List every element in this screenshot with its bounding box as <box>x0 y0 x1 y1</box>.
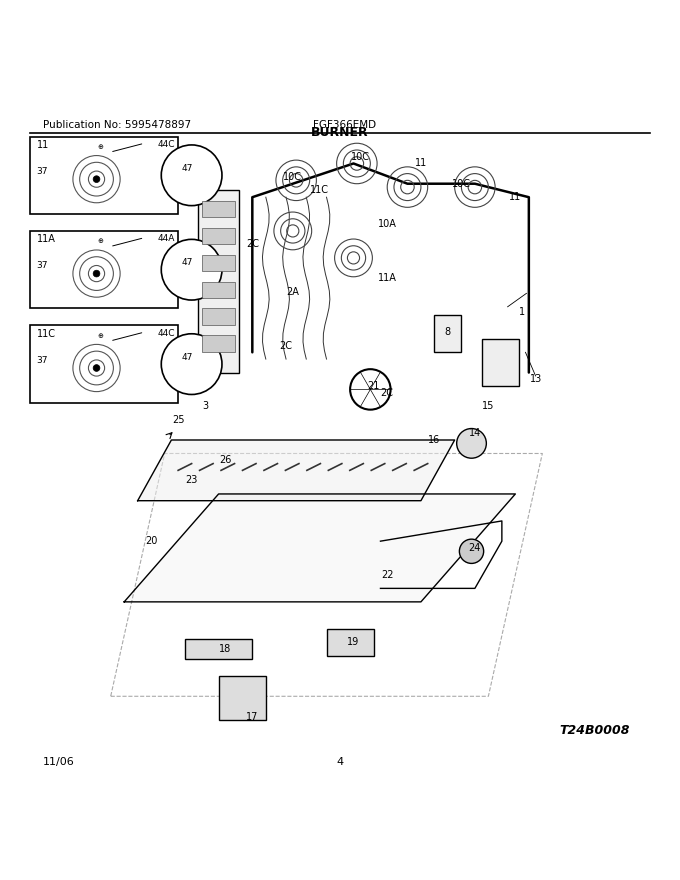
Text: 17: 17 <box>246 712 258 722</box>
Circle shape <box>93 270 100 277</box>
Text: FGF366EMD: FGF366EMD <box>313 120 376 129</box>
Bar <box>202 282 235 298</box>
FancyBboxPatch shape <box>326 629 374 656</box>
FancyBboxPatch shape <box>481 339 519 386</box>
Text: 15: 15 <box>482 401 494 411</box>
Text: 4: 4 <box>337 757 343 767</box>
Text: 11A: 11A <box>37 234 55 245</box>
Text: 11C: 11C <box>310 186 329 195</box>
Text: 47: 47 <box>182 164 193 173</box>
Text: 47: 47 <box>182 259 193 268</box>
Text: 11: 11 <box>415 158 427 168</box>
Bar <box>202 309 235 326</box>
FancyBboxPatch shape <box>199 190 239 372</box>
Text: 16: 16 <box>428 435 441 445</box>
Text: 8: 8 <box>445 327 451 337</box>
Text: 3: 3 <box>202 401 208 411</box>
Text: 11/06: 11/06 <box>44 757 75 767</box>
Text: 25: 25 <box>172 414 184 425</box>
Text: 10C: 10C <box>351 151 370 162</box>
Text: 44A: 44A <box>158 234 175 243</box>
Text: 11C: 11C <box>37 329 56 339</box>
Text: 21: 21 <box>367 381 380 391</box>
Polygon shape <box>137 440 455 501</box>
Text: 20: 20 <box>145 536 157 546</box>
Text: 44C: 44C <box>158 329 175 338</box>
Text: 11: 11 <box>509 192 522 202</box>
Polygon shape <box>124 494 515 602</box>
Text: 10C: 10C <box>452 179 471 188</box>
Text: 13: 13 <box>530 374 542 385</box>
Text: 23: 23 <box>186 475 198 486</box>
Circle shape <box>161 145 222 206</box>
Circle shape <box>460 539 483 563</box>
FancyBboxPatch shape <box>185 639 252 659</box>
Text: 11: 11 <box>37 140 49 150</box>
Text: 11A: 11A <box>378 273 396 283</box>
Text: 37: 37 <box>37 356 48 364</box>
Text: 44C: 44C <box>158 140 175 149</box>
Text: 22: 22 <box>381 570 394 580</box>
Bar <box>202 201 235 217</box>
Bar <box>202 335 235 352</box>
Text: T24B0008: T24B0008 <box>560 723 630 737</box>
FancyBboxPatch shape <box>218 676 266 720</box>
Circle shape <box>350 370 390 410</box>
FancyBboxPatch shape <box>435 315 462 352</box>
Circle shape <box>457 429 486 458</box>
Text: ⊕: ⊕ <box>97 333 103 339</box>
Circle shape <box>93 176 100 182</box>
Text: 2C: 2C <box>381 388 394 398</box>
FancyBboxPatch shape <box>30 231 178 309</box>
Text: 19: 19 <box>347 637 360 648</box>
Circle shape <box>93 364 100 371</box>
Bar <box>202 254 235 271</box>
Text: ⊕: ⊕ <box>97 238 103 245</box>
Text: 47: 47 <box>182 353 193 362</box>
Circle shape <box>161 334 222 394</box>
Text: 18: 18 <box>219 644 231 654</box>
FancyBboxPatch shape <box>30 326 178 403</box>
Text: 2A: 2A <box>286 287 299 297</box>
Text: 37: 37 <box>37 261 48 270</box>
Text: 10C: 10C <box>284 172 303 182</box>
Circle shape <box>161 239 222 300</box>
Text: ⊕: ⊕ <box>97 143 103 150</box>
Text: 2C: 2C <box>279 341 292 350</box>
FancyBboxPatch shape <box>30 136 178 214</box>
Text: 10A: 10A <box>378 219 396 229</box>
Text: 37: 37 <box>37 167 48 176</box>
Text: Publication No: 5995478897: Publication No: 5995478897 <box>44 120 191 129</box>
Text: 26: 26 <box>219 455 231 466</box>
Text: BURNER: BURNER <box>311 127 369 139</box>
Text: 14: 14 <box>469 429 481 438</box>
Text: 2C: 2C <box>246 239 259 249</box>
Bar <box>202 228 235 245</box>
Text: 24: 24 <box>469 543 481 553</box>
Text: 1: 1 <box>519 307 525 317</box>
